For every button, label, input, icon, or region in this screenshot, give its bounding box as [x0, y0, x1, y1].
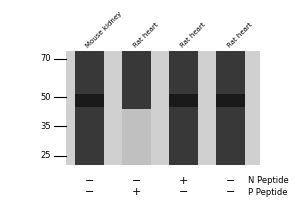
Text: −: −: [226, 187, 235, 197]
Bar: [122, 109, 151, 165]
Text: Mouse kidney: Mouse kidney: [85, 11, 124, 49]
Bar: [66, 51, 260, 165]
Text: 35: 35: [41, 122, 51, 131]
Text: −: −: [85, 187, 94, 197]
Text: −: −: [85, 176, 94, 186]
Text: N Peptide: N Peptide: [248, 176, 289, 185]
Text: 70: 70: [41, 54, 51, 63]
Bar: [75, 94, 104, 107]
Bar: [216, 94, 245, 107]
Text: −: −: [179, 187, 188, 197]
Bar: [169, 94, 198, 107]
Text: +: +: [132, 187, 141, 197]
Bar: [216, 51, 245, 165]
Text: Rat heart: Rat heart: [226, 22, 253, 49]
Bar: [169, 51, 198, 165]
Text: 50: 50: [41, 93, 51, 102]
Bar: [75, 51, 104, 165]
Bar: [122, 51, 151, 165]
Text: P Peptide: P Peptide: [248, 188, 288, 197]
Text: 25: 25: [41, 151, 51, 160]
Text: −: −: [132, 176, 141, 186]
Text: −: −: [226, 176, 235, 186]
Text: +: +: [179, 176, 188, 186]
Text: Rat heart: Rat heart: [132, 22, 160, 49]
Text: Rat heart: Rat heart: [179, 22, 206, 49]
